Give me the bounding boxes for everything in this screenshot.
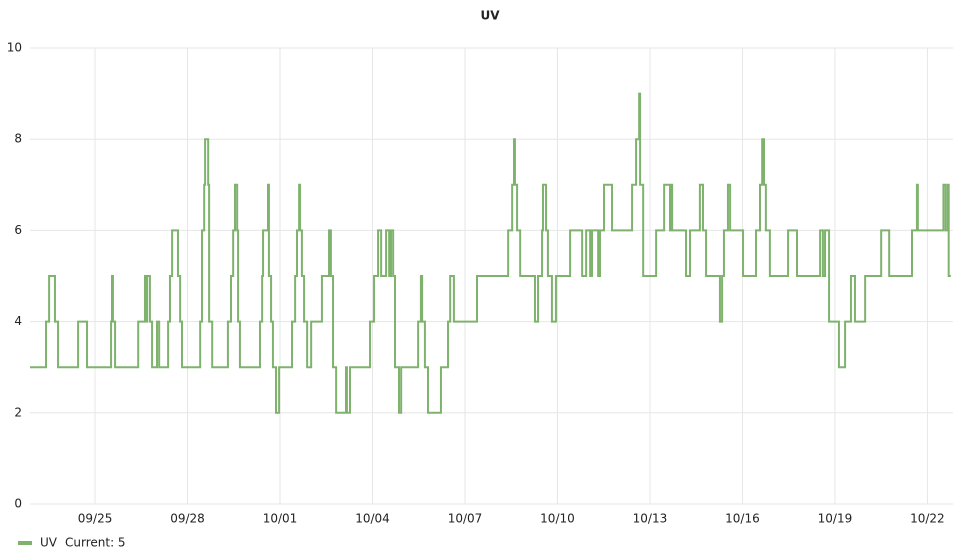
x-tick-label: 09/25 [78,512,113,526]
y-tick-label: 0 [14,497,22,511]
x-tick-label: 09/28 [170,512,205,526]
legend-swatch [18,541,32,545]
x-tick-label: 10/22 [910,512,945,526]
legend-current: Current: 5 [65,536,126,550]
y-tick-label: 2 [14,405,22,419]
x-tick-label: 10/19 [818,512,853,526]
y-tick-label: 10 [7,41,22,55]
y-tick-label: 4 [14,314,22,328]
x-tick-label: 10/13 [633,512,668,526]
y-tick-label: 6 [14,223,22,237]
legend-label: UV [40,536,58,550]
chart-title: UV [480,9,500,23]
x-tick-label: 10/04 [355,512,390,526]
x-tick-label: 10/01 [263,512,298,526]
x-tick-label: 10/10 [540,512,575,526]
x-tick-label: 10/07 [448,512,483,526]
uv-line [30,92,951,414]
y-tick-label: 8 [14,132,22,146]
x-tick-label: 10/16 [725,512,760,526]
